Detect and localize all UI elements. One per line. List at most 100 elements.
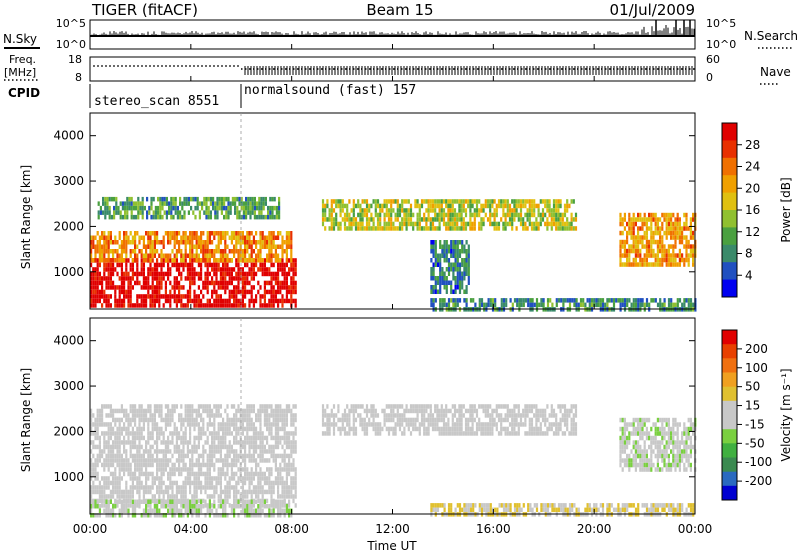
heatmap-cell [222,231,225,236]
heatmap-cell [171,435,174,441]
heatmap-cell [206,458,209,463]
heatmap-cell [245,201,248,206]
heatmap-cell [195,476,198,481]
heatmap-cell [250,276,253,281]
heatmap-cell [268,467,271,472]
heatmap-cell [423,199,426,204]
heatmap-cell [452,249,455,254]
heatmap-cell [189,285,192,290]
heatmap-cell [268,240,271,245]
heatmap-cell [252,303,255,308]
heatmap-cell [513,298,517,303]
heatmap-cell [125,449,128,454]
heatmap-cell [350,208,353,213]
heatmap-cell [219,231,222,236]
heatmap-cell [290,258,293,263]
heatmap-cell [223,205,226,211]
heatmap-cell [332,217,336,222]
heatmap-cell [255,449,258,454]
heatmap-cell [403,212,406,218]
heatmap-cell [175,240,178,245]
heatmap-cell [239,435,242,441]
heatmap-cell [118,244,121,249]
heatmap-cell [401,221,404,227]
heatmap-cell [237,480,240,486]
heatmap-cell [670,217,673,222]
heatmap-cell [131,513,134,518]
heatmap-cell [552,199,556,204]
heatmap-cell [237,453,240,459]
heatmap-cell [145,480,148,486]
heatmap-cell [626,253,629,258]
heatmap-cell [502,203,505,209]
heatmap-cell [687,239,690,245]
heatmap-cell [621,239,624,245]
heatmap-cell [268,258,271,263]
heatmap-cell [102,201,105,206]
heatmap-cell [215,413,218,418]
heatmap-cell [184,417,187,423]
heatmap-cell [409,212,413,218]
heatmap-cell [193,303,196,308]
heatmap-cell [663,212,666,218]
heatmap-cell [112,513,115,518]
heatmap-cell [278,205,281,211]
heatmap-cell [285,280,288,286]
heatmap-cell [106,205,109,211]
heatmap-cell [401,226,404,231]
heatmap-cell [224,235,227,240]
heatmap-cell [352,221,355,227]
heatmap-cell [160,408,163,414]
heatmap-cell [169,253,172,258]
heatmap-cell [650,244,653,249]
heatmap-cell [116,240,119,245]
heatmap-cell [230,303,233,308]
heatmap-cell [167,240,170,245]
heatmap-cell [219,294,222,299]
heatmap-cell [588,298,591,303]
heatmap-cell [246,262,249,268]
heatmap-cell [136,476,139,481]
heatmap-cell [467,221,470,227]
heatmap-cell [149,298,152,304]
heatmap-cell [489,302,492,308]
heatmap-cell [559,217,562,222]
heatmap-cell [191,267,194,272]
heatmap-cell [632,212,635,218]
heatmap-cell [228,426,231,432]
heatmap-cell [283,262,286,268]
heatmap-cell [513,203,516,209]
heatmap-cell [285,431,288,436]
heatmap-cell [164,271,167,277]
heatmap-cell [158,489,161,495]
heatmap-cell [200,467,203,472]
heatmap-cell [182,417,185,423]
heatmap-cell [148,205,151,211]
heatmap-cell [116,440,119,445]
heatmap-cell [237,253,240,258]
heatmap-cell [136,503,139,508]
heatmap-cell [158,467,161,472]
heatmap-cell [294,267,297,272]
heatmap-cell [250,294,253,299]
heatmap-cell [290,235,293,240]
heatmap-cell [173,231,176,236]
heatmap-cell [120,417,123,423]
heatmap-cell [200,462,203,468]
heatmap-cell [107,513,110,518]
heatmap-cell [202,458,205,463]
heatmap-cell [343,203,347,209]
heatmap-cell [174,196,177,202]
heatmap-cell [230,289,233,295]
heatmap-cell [186,289,189,295]
heatmap-cell [127,508,130,513]
heatmap-cell [250,240,253,245]
heatmap-cell [189,462,192,468]
heatmap-cell [288,235,291,240]
heatmap-cell [511,226,514,231]
heatmap-cell [116,462,119,468]
heatmap-cell [149,458,152,463]
heatmap-cell [114,267,117,272]
heatmap-cell [160,413,163,418]
heatmap-cell [217,494,220,499]
